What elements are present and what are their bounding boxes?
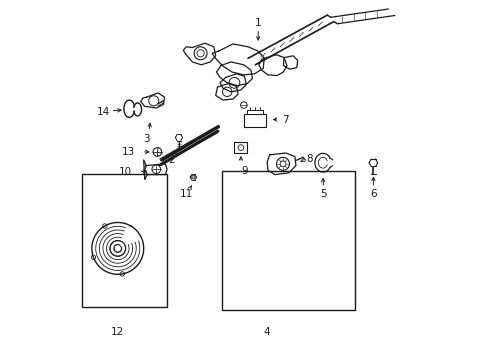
Bar xyxy=(81,174,167,307)
Bar xyxy=(247,110,263,114)
Bar xyxy=(222,171,355,310)
Text: 10: 10 xyxy=(119,167,132,177)
Bar xyxy=(244,114,265,127)
Text: 1: 1 xyxy=(254,18,261,28)
Text: 14: 14 xyxy=(97,107,110,117)
Text: 9: 9 xyxy=(241,166,247,176)
Bar xyxy=(234,142,247,153)
Text: 5: 5 xyxy=(320,189,326,199)
Text: 2: 2 xyxy=(168,155,175,165)
Text: 4: 4 xyxy=(264,327,270,337)
Text: 8: 8 xyxy=(306,154,312,164)
Text: 11: 11 xyxy=(180,189,193,199)
Circle shape xyxy=(191,175,195,179)
Text: 3: 3 xyxy=(143,134,150,144)
Text: 7: 7 xyxy=(282,114,288,125)
Text: 12: 12 xyxy=(111,327,124,337)
Text: 6: 6 xyxy=(369,189,376,199)
Text: 13: 13 xyxy=(121,147,134,157)
